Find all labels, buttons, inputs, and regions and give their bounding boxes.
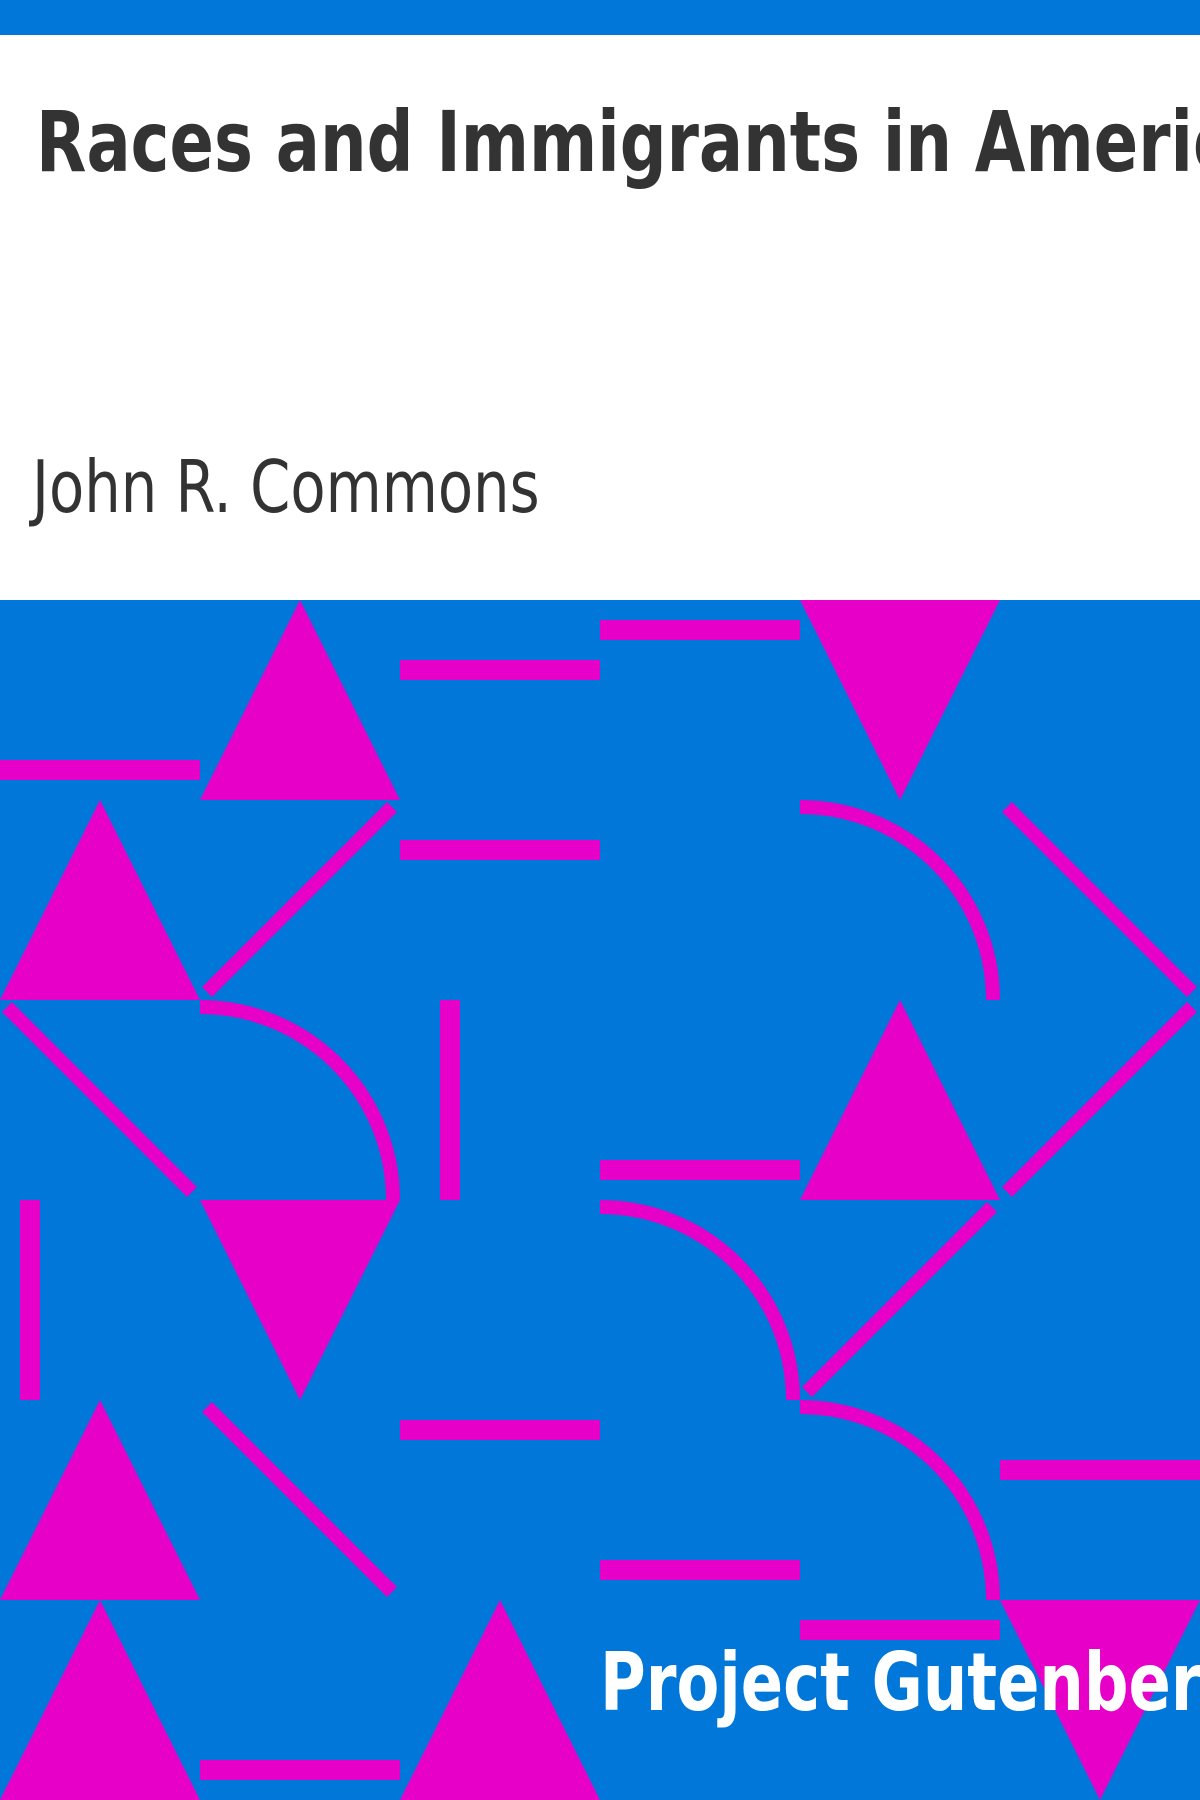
pattern-bar — [600, 1560, 800, 1580]
pattern-diagonal — [202, 1402, 397, 1597]
pattern-diagonal — [1002, 802, 1197, 997]
pattern-diagonal — [202, 802, 397, 997]
pattern-diagonal — [802, 1202, 997, 1397]
pattern-triangle — [0, 800, 200, 1000]
pattern-triangle — [1000, 1600, 1200, 1800]
pattern-triangle — [0, 1600, 200, 1800]
pattern-lines — [2, 800, 1197, 1601]
pattern-bar — [400, 660, 600, 680]
cover-header — [0, 35, 1200, 600]
cover-pattern-artwork — [0, 600, 1200, 1800]
pattern-arc — [199, 1000, 400, 1201]
pattern-bar — [440, 1000, 460, 1200]
publisher-name: Project Gutenberg — [600, 1636, 1200, 1729]
book-author: John R. Commons — [32, 445, 540, 529]
pattern-bar — [800, 1620, 1000, 1640]
pattern-bar — [1000, 1460, 1200, 1480]
pattern-arc — [799, 1400, 1000, 1601]
pattern-diagonal — [2, 1002, 197, 1197]
pattern-bar — [600, 1160, 800, 1180]
pattern-triangle — [800, 600, 1000, 800]
pattern-arc — [799, 800, 1000, 1001]
pattern-arc — [599, 1200, 800, 1401]
pattern-bar — [200, 1760, 400, 1780]
pattern-triangle — [200, 1200, 400, 1400]
top-color-band — [0, 0, 1200, 35]
pattern-triangle — [0, 1400, 200, 1600]
pattern-diagonal — [1002, 1002, 1197, 1197]
pattern-shapes — [0, 600, 1200, 1800]
pattern-bar — [600, 620, 800, 640]
pattern-triangle — [800, 1000, 1000, 1200]
pattern-bar — [20, 1200, 40, 1400]
pattern-bar — [400, 1420, 600, 1440]
pattern-bar — [400, 840, 600, 860]
pattern-bar — [0, 760, 200, 780]
book-title: Races and Immigrants in America — [36, 93, 1200, 191]
pattern-triangle — [200, 600, 400, 800]
pattern-triangle — [400, 1600, 600, 1800]
